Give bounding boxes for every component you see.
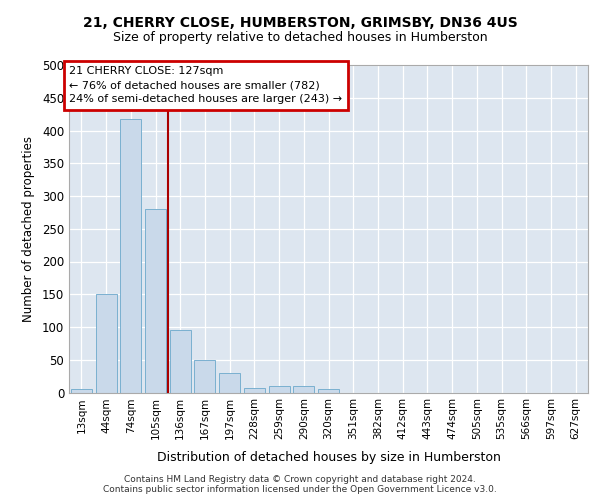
Bar (219, 373, 240, 392)
Y-axis label: Number of detached properties: Number of detached properties (22, 136, 35, 322)
Bar (71, 389, 92, 392)
Bar (120, 118, 141, 392)
Bar (145, 209, 166, 392)
Text: Size of property relative to detached houses in Humberston: Size of property relative to detached ho… (113, 31, 487, 44)
Bar (194, 360, 215, 392)
Text: Contains HM Land Registry data © Crown copyright and database right 2024.
Contai: Contains HM Land Registry data © Crown c… (103, 474, 497, 494)
Bar (318, 389, 339, 392)
X-axis label: Distribution of detached houses by size in Humberston: Distribution of detached houses by size … (157, 450, 500, 464)
Bar (293, 386, 314, 392)
Text: 21, CHERRY CLOSE, HUMBERSTON, GRIMSBY, DN36 4US: 21, CHERRY CLOSE, HUMBERSTON, GRIMSBY, D… (83, 16, 517, 30)
Bar (269, 386, 290, 392)
Bar (244, 388, 265, 392)
Bar (170, 330, 191, 392)
Bar (95, 294, 116, 392)
Text: 21 CHERRY CLOSE: 127sqm
← 76% of detached houses are smaller (782)
24% of semi-d: 21 CHERRY CLOSE: 127sqm ← 76% of detache… (70, 66, 343, 104)
